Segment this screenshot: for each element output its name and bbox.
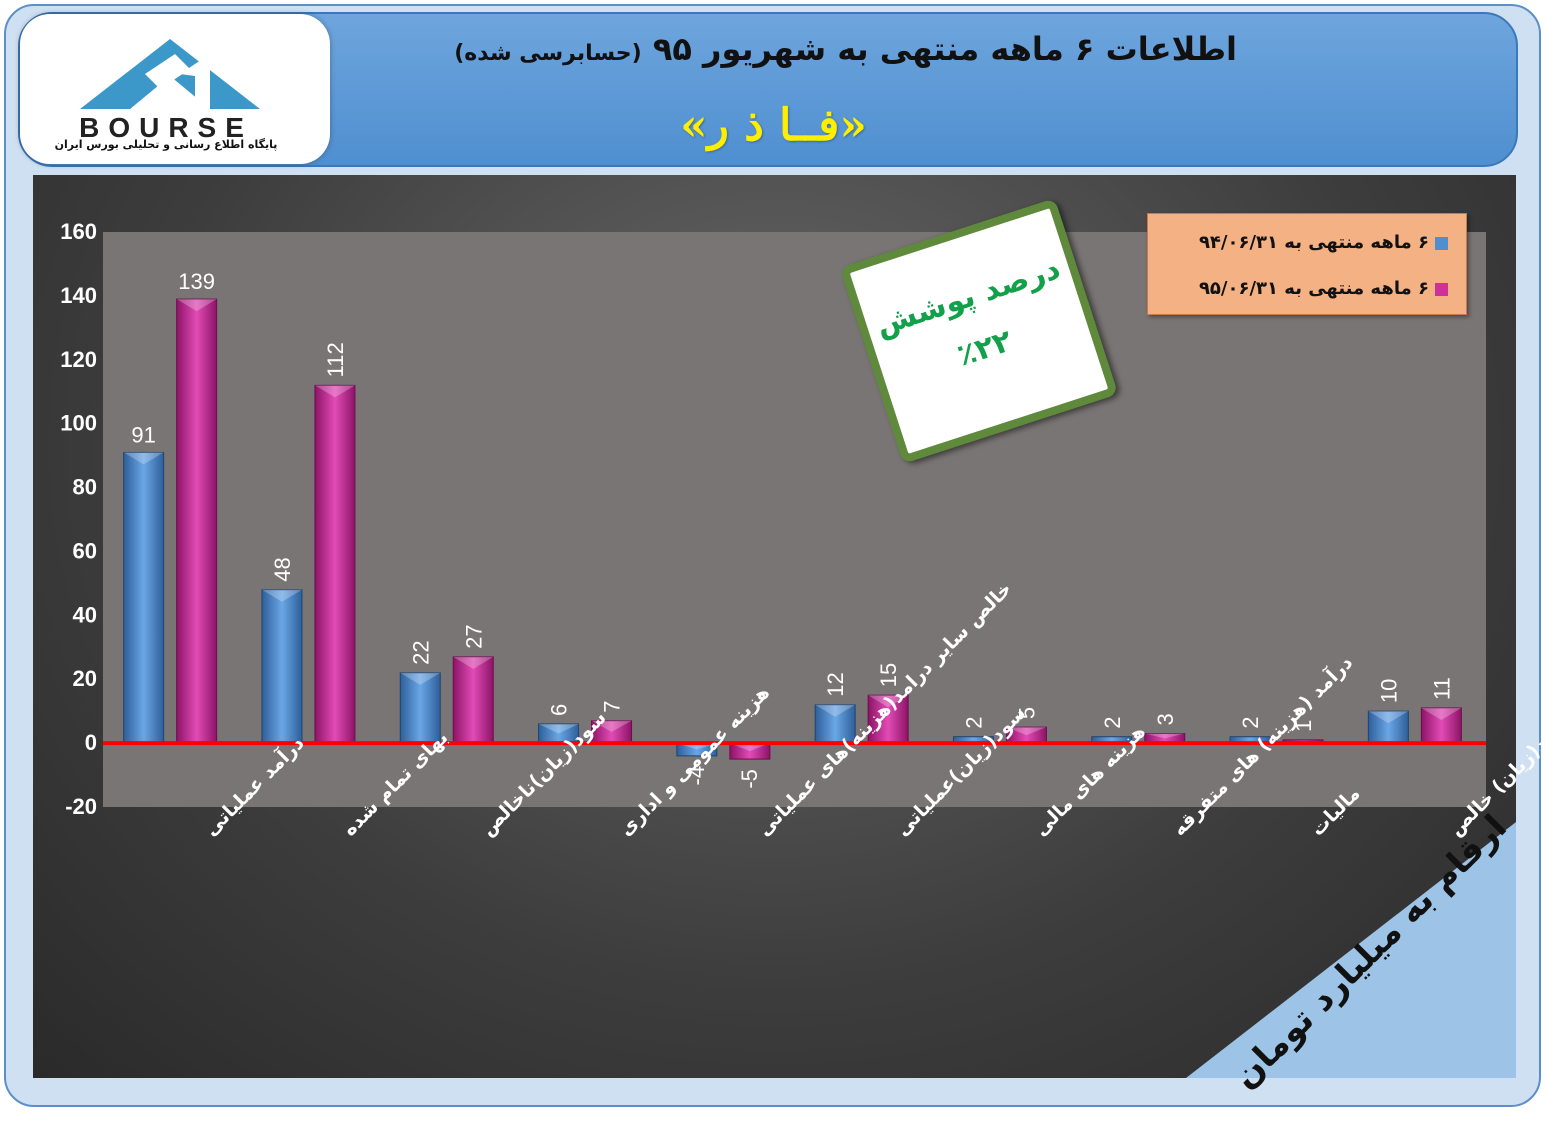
y-tick-label: 100 [60, 411, 97, 436]
bar-series1 [399, 672, 441, 744]
logo-subtitle: پایگاه اطلاع رسانی و تحلیلی بورس ایران [54, 138, 278, 151]
bar-cap [261, 589, 302, 602]
logo-mark-icon [80, 39, 260, 109]
logo-text: BOURSE [79, 112, 253, 143]
bar-series1 [123, 451, 165, 744]
bar-series2 [1420, 707, 1462, 744]
y-tick-label: 60 [73, 538, 97, 563]
bar-series2 [867, 694, 909, 744]
y-tick-label: 160 [60, 219, 97, 244]
title-main: اطلاعات ۶ ماهه منتهی به شهریور ۹۵ [652, 30, 1237, 68]
bar-cap [453, 656, 494, 669]
bar-cap [1421, 707, 1462, 720]
y-tick-label: 0 [85, 730, 97, 755]
bar-cap [400, 672, 441, 685]
data-label: 2 [961, 716, 986, 728]
page-title: اطلاعات ۶ ماهه منتهی به شهریور ۹۵ (حسابر… [337, 30, 1237, 68]
data-label: -4 [684, 766, 709, 786]
bar-cap [176, 299, 217, 312]
data-label: 2 [1238, 716, 1263, 728]
bar-cap [815, 704, 856, 717]
data-label: 15 [876, 663, 901, 687]
data-label: 91 [131, 422, 155, 447]
y-tick-label: 40 [73, 602, 97, 627]
bar-cap [1368, 711, 1409, 724]
data-label: 6 [547, 704, 572, 716]
y-tick-label: 80 [73, 475, 97, 500]
bar-cap [538, 723, 579, 734]
data-label: 48 [270, 557, 295, 581]
legend-label-series2: ۶ ماهه منتهی به ۹۵/۰۶/۳۱ [1198, 278, 1429, 299]
data-label: 12 [823, 672, 848, 696]
data-label: 5 [1014, 707, 1039, 719]
y-tick-label: 140 [60, 283, 97, 308]
bar-cap [1144, 733, 1185, 739]
bar-cap [868, 695, 909, 708]
data-label: 139 [178, 269, 215, 294]
bar-series2 [314, 384, 356, 744]
data-label: 11 [1429, 677, 1454, 700]
bar-series1 [261, 589, 303, 744]
data-label: 3 [1153, 713, 1178, 725]
data-label: 7 [600, 701, 625, 713]
bar-cap [123, 452, 164, 465]
legend-item-series2: ۶ ماهه منتهی به ۹۵/۰۶/۳۱ [1199, 278, 1448, 299]
data-label: 1 [1291, 720, 1316, 732]
data-label: 10 [1376, 679, 1401, 703]
y-tick-label: 20 [73, 666, 97, 691]
legend-swatch-blue-icon [1435, 236, 1448, 250]
logo: BOURSE پایگاه اطلاع رسانی و تحلیلی بورس … [20, 14, 330, 164]
data-label: 2 [1100, 716, 1125, 728]
bar-series2 [452, 656, 494, 744]
bar-cap [1006, 727, 1047, 736]
y-tick-label: -20 [65, 794, 97, 819]
data-label: 27 [461, 624, 486, 648]
title-sub: (حسابرسی شده) [454, 41, 642, 66]
bar-cap [314, 385, 355, 398]
data-label: -5 [737, 769, 762, 789]
data-label: 22 [408, 640, 433, 664]
company-name: «فــا ذ ر» [680, 100, 867, 151]
bar-series2 [176, 298, 218, 744]
data-label: 112 [323, 342, 348, 377]
chart-legend: ۶ ماهه منتهی به ۹۴/۰۶/۳۱ ۶ ماهه منتهی به… [1147, 213, 1467, 315]
legend-label-series1: ۶ ماهه منتهی به ۹۴/۰۶/۳۱ [1198, 232, 1429, 253]
legend-item-series1: ۶ ماهه منتهی به ۹۴/۰۶/۳۱ [1199, 232, 1448, 253]
y-tick-label: 120 [60, 347, 97, 372]
bar-cap [591, 720, 632, 732]
legend-swatch-magenta-icon [1435, 282, 1448, 296]
bar-series1 [1367, 710, 1409, 744]
